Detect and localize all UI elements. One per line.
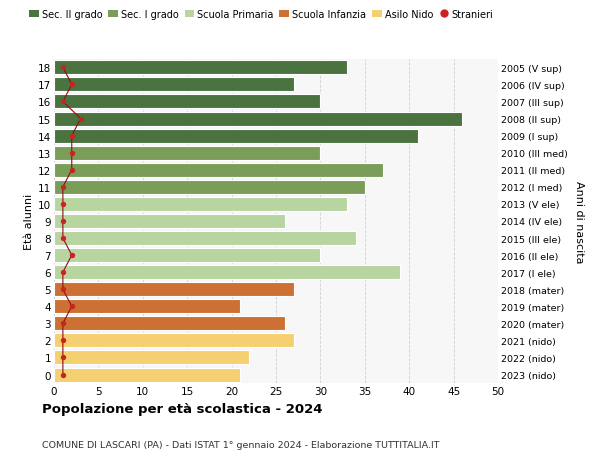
- Point: [67, 133, 77, 140]
- Point: [58, 337, 68, 344]
- Bar: [54, 300, 241, 313]
- Bar: [54, 112, 463, 126]
- Bar: [54, 197, 347, 212]
- Legend: Sec. II grado, Sec. I grado, Scuola Primaria, Scuola Infanzia, Asilo Nido, Stran: Sec. II grado, Sec. I grado, Scuola Prim…: [29, 10, 493, 19]
- Bar: [54, 78, 294, 92]
- Text: COMUNE DI LASCARI (PA) - Dati ISTAT 1° gennaio 2024 - Elaborazione TUTTITALIA.IT: COMUNE DI LASCARI (PA) - Dati ISTAT 1° g…: [42, 440, 439, 449]
- Point: [58, 235, 68, 242]
- Point: [67, 252, 77, 259]
- Point: [58, 269, 68, 276]
- Bar: [54, 334, 294, 347]
- Bar: [54, 163, 383, 177]
- Bar: [54, 231, 356, 246]
- Bar: [54, 368, 241, 382]
- Bar: [54, 351, 250, 365]
- Point: [58, 371, 68, 378]
- Point: [58, 286, 68, 293]
- Y-axis label: Anni di nascita: Anni di nascita: [574, 180, 584, 263]
- Bar: [54, 129, 418, 143]
- Bar: [54, 146, 320, 160]
- Point: [58, 218, 68, 225]
- Point: [67, 82, 77, 89]
- Bar: [54, 283, 294, 297]
- Bar: [54, 95, 320, 109]
- Point: [58, 320, 68, 327]
- Bar: [54, 180, 365, 195]
- Y-axis label: Età alunni: Età alunni: [24, 193, 34, 250]
- Bar: [54, 61, 347, 75]
- Point: [67, 303, 77, 310]
- Point: [58, 99, 68, 106]
- Text: Popolazione per età scolastica - 2024: Popolazione per età scolastica - 2024: [42, 403, 323, 415]
- Bar: [54, 317, 285, 330]
- Point: [58, 184, 68, 191]
- Bar: [54, 214, 285, 229]
- Bar: [54, 266, 400, 280]
- Point: [58, 354, 68, 361]
- Point: [67, 167, 77, 174]
- Point: [67, 150, 77, 157]
- Bar: [54, 248, 320, 263]
- Point: [76, 116, 85, 123]
- Point: [58, 65, 68, 72]
- Point: [58, 201, 68, 208]
